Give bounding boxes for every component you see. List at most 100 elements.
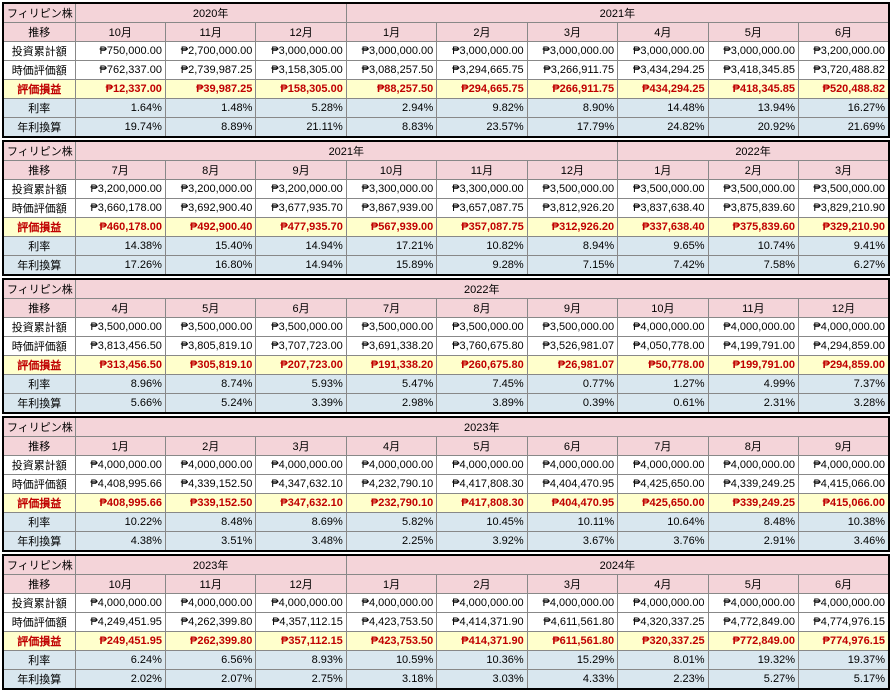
month-header: 4月 (618, 23, 708, 42)
cell-annual: 0.61% (618, 394, 708, 414)
cell-cum: ₱3,500,000.00 (799, 180, 890, 199)
year-header: 2022年 (618, 141, 889, 161)
cell-cum: ₱3,500,000.00 (708, 180, 798, 199)
month-header: 7月 (75, 161, 165, 180)
cell-cum: ₱3,200,000.00 (165, 180, 255, 199)
month-header: 6月 (256, 299, 346, 318)
month-header: 4月 (618, 575, 708, 594)
cell-mv: ₱4,357,112.15 (256, 613, 346, 632)
cell-mv: ₱4,339,152.50 (165, 475, 255, 494)
cell-annual: 2.91% (708, 532, 798, 552)
cell-rate: 17.21% (346, 237, 436, 256)
row-label-gain: 評価損益 (3, 80, 75, 99)
cell-rate: 10.38% (799, 513, 890, 532)
cell-mv: ₱4,320,337.25 (618, 613, 708, 632)
cell-cum: ₱3,500,000.00 (618, 180, 708, 199)
cell-cum: ₱3,200,000.00 (256, 180, 346, 199)
cell-cum: ₱3,500,000.00 (75, 318, 165, 337)
cell-cum: ₱4,000,000.00 (618, 594, 708, 613)
month-header: 10月 (75, 23, 165, 42)
cell-gain: ₱375,839.60 (708, 218, 798, 237)
cell-rate: 8.01% (618, 651, 708, 670)
row-label-rate: 利率 (3, 513, 75, 532)
cell-annual: 3.76% (618, 532, 708, 552)
month-header: 6月 (799, 575, 890, 594)
month-header: 5月 (165, 299, 255, 318)
cell-annual: 8.89% (165, 118, 255, 138)
cell-mv: ₱3,526,981.07 (527, 337, 617, 356)
month-header: 11月 (165, 575, 255, 594)
cell-gain: ₱418,345.85 (708, 80, 798, 99)
cell-mv: ₱3,837,638.40 (618, 199, 708, 218)
cell-gain: ₱158,305.00 (256, 80, 346, 99)
year-header: 2023年 (75, 555, 346, 575)
month-header: 2月 (437, 23, 527, 42)
row-label-gain: 評価損益 (3, 494, 75, 513)
cell-mv: ₱4,199,791.00 (708, 337, 798, 356)
cell-rate: 1.27% (618, 375, 708, 394)
cell-cum: ₱4,000,000.00 (75, 594, 165, 613)
cell-mv: ₱3,692,900.40 (165, 199, 255, 218)
row-label-rate: 利率 (3, 237, 75, 256)
cell-cum: ₱4,000,000.00 (346, 456, 436, 475)
cell-rate: 1.48% (165, 99, 255, 118)
cell-mv: ₱4,415,066.00 (799, 475, 890, 494)
cell-gain: ₱266,911.75 (527, 80, 617, 99)
year-header: 2020年 (75, 3, 346, 23)
cell-mv: ₱4,772,849.00 (708, 613, 798, 632)
cell-rate: 5.28% (256, 99, 346, 118)
cell-mv: ₱3,418,345.85 (708, 61, 798, 80)
cell-cum: ₱3,500,000.00 (527, 318, 617, 337)
cell-gain: ₱337,638.40 (618, 218, 708, 237)
cell-gain: ₱357,087.75 (437, 218, 527, 237)
month-header: 12月 (799, 299, 890, 318)
month-header: 9月 (256, 161, 346, 180)
cell-gain: ₱294,859.00 (799, 356, 890, 375)
cell-rate: 10.82% (437, 237, 527, 256)
stock-label: フィリピン株 (3, 555, 75, 575)
cell-annual: 24.82% (618, 118, 708, 138)
month-header: 5月 (437, 437, 527, 456)
month-header: 3月 (256, 437, 346, 456)
trend-label: 推移 (3, 575, 75, 594)
cell-annual: 2.75% (256, 670, 346, 690)
cell-rate: 15.40% (165, 237, 255, 256)
cell-rate: 5.93% (256, 375, 346, 394)
row-label-gain: 評価損益 (3, 356, 75, 375)
cell-gain: ₱520,488.82 (799, 80, 890, 99)
cell-rate: 7.45% (437, 375, 527, 394)
month-header: 9月 (527, 299, 617, 318)
cell-annual: 3.18% (346, 670, 436, 690)
cell-cum: ₱4,000,000.00 (618, 318, 708, 337)
cell-rate: 10.22% (75, 513, 165, 532)
cell-annual: 3.89% (437, 394, 527, 414)
month-header: 2月 (708, 161, 798, 180)
row-label-annual: 年利換算 (3, 118, 75, 138)
cell-annual: 3.03% (437, 670, 527, 690)
cell-cum: ₱3,000,000.00 (346, 42, 436, 61)
cell-rate: 14.48% (618, 99, 708, 118)
cell-annual: 17.79% (527, 118, 617, 138)
trend-label: 推移 (3, 299, 75, 318)
cell-cum: ₱3,500,000.00 (527, 180, 617, 199)
cell-mv: ₱4,774,976.15 (799, 613, 890, 632)
cell-mv: ₱4,611,561.80 (527, 613, 617, 632)
cell-annual: 7.42% (618, 256, 708, 276)
cell-gain: ₱774,976.15 (799, 632, 890, 651)
cell-rate: 10.36% (437, 651, 527, 670)
cell-rate: 15.29% (527, 651, 617, 670)
cell-annual: 2.25% (346, 532, 436, 552)
cell-annual: 2.02% (75, 670, 165, 690)
cell-rate: 2.94% (346, 99, 436, 118)
cell-rate: 1.64% (75, 99, 165, 118)
cell-mv: ₱3,691,338.20 (346, 337, 436, 356)
cell-rate: 14.38% (75, 237, 165, 256)
cell-cum: ₱4,000,000.00 (527, 594, 617, 613)
trend-label: 推移 (3, 23, 75, 42)
cell-rate: 10.11% (527, 513, 617, 532)
cell-gain: ₱249,451.95 (75, 632, 165, 651)
row-label-gain: 評価損益 (3, 632, 75, 651)
cell-rate: 4.99% (708, 375, 798, 394)
cell-rate: 6.24% (75, 651, 165, 670)
cell-annual: 15.89% (346, 256, 436, 276)
